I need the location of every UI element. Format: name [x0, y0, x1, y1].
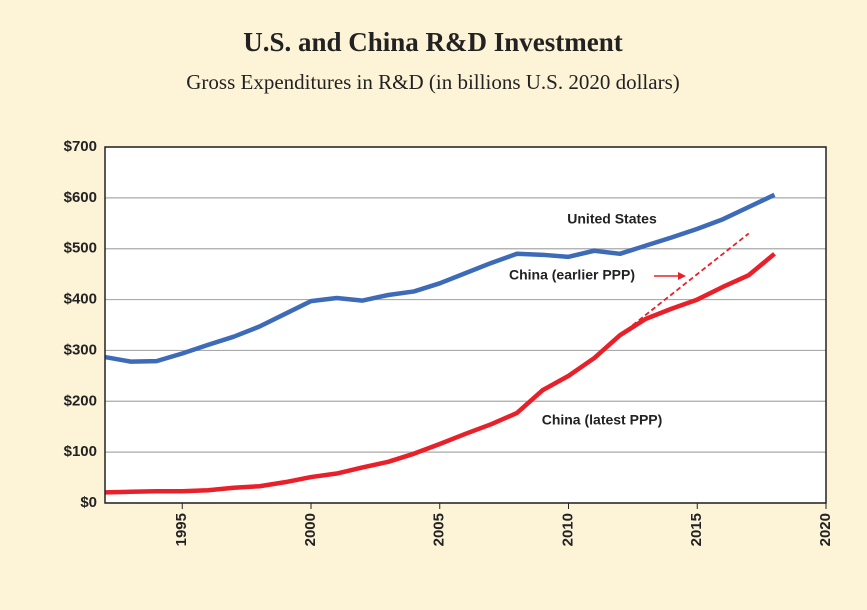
- y-tick-label: $200: [64, 392, 97, 409]
- chart-subtitle: Gross Expenditures in R&D (in billions U…: [186, 70, 679, 94]
- y-tick-label: $400: [64, 291, 97, 308]
- series-line: [104, 192, 776, 364]
- x-tick-label: 2005: [431, 513, 448, 546]
- x-tick-label: 2015: [688, 513, 705, 546]
- y-tick-label: $300: [64, 341, 97, 358]
- annotation: China (earlier PPP): [509, 267, 635, 283]
- annotation: China (latest PPP): [542, 412, 663, 428]
- y-tick-label: $500: [64, 240, 97, 257]
- y-tick-label: $100: [64, 443, 97, 460]
- x-tick-label: 2010: [559, 513, 576, 546]
- series-line: [619, 232, 750, 336]
- x-tick-label: 2020: [817, 513, 834, 546]
- series-line: [104, 252, 776, 495]
- plot-frame: [104, 146, 827, 504]
- plot-area: [105, 147, 826, 503]
- y-tick-label: $0: [80, 494, 97, 511]
- y-tick-label: $600: [64, 189, 97, 206]
- y-tick-label: $700: [64, 138, 97, 155]
- annotation: United States: [567, 211, 657, 227]
- x-tick-label: 2000: [302, 513, 319, 546]
- arrow-head: [678, 272, 686, 280]
- chart-title: U.S. and China R&D Investment: [243, 27, 623, 57]
- x-tick-label: 1995: [173, 513, 190, 546]
